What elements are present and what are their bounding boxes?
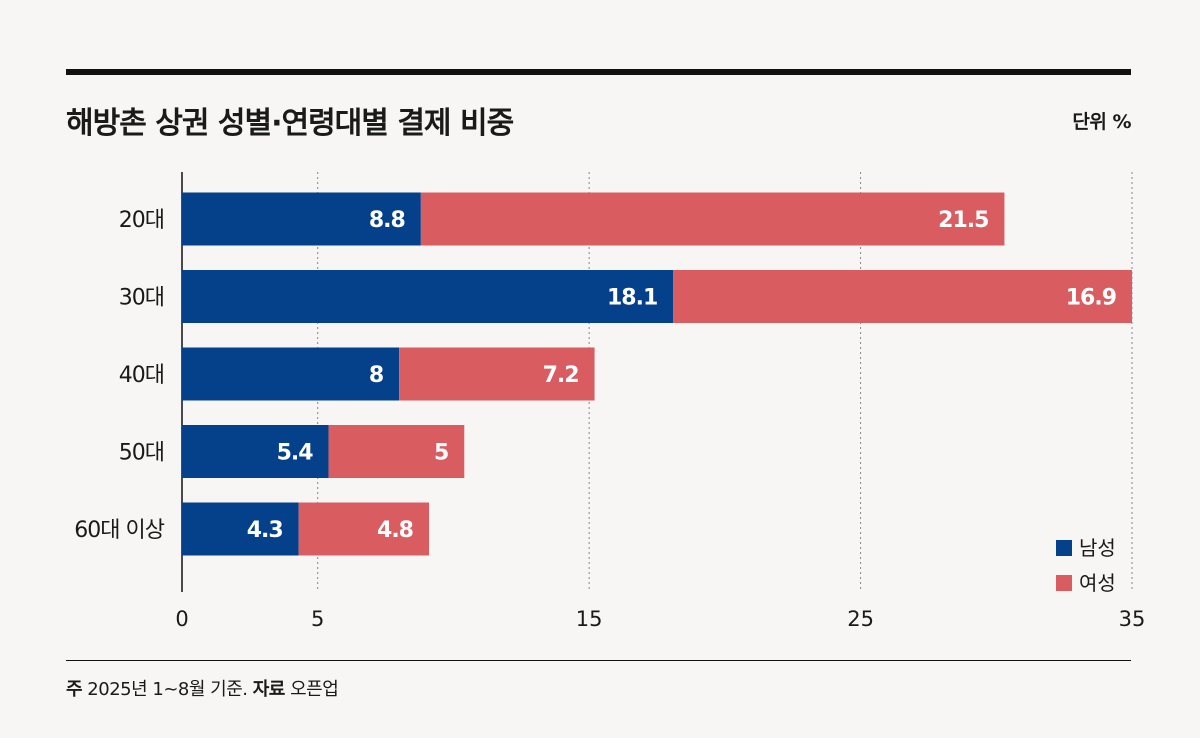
chart-title: 해방촌 상권 성별·연령대별 결제 비중 bbox=[66, 106, 514, 141]
bar-female bbox=[420, 192, 1005, 246]
bar-male bbox=[182, 347, 400, 401]
data-label-female: 16.9 bbox=[1066, 286, 1116, 311]
bar-male bbox=[182, 192, 421, 246]
data-label-female: 7.2 bbox=[543, 363, 579, 388]
top-rule bbox=[66, 69, 1131, 75]
bar-female bbox=[328, 425, 465, 478]
x-tick-label: 5 bbox=[311, 607, 324, 631]
bar-female bbox=[399, 347, 595, 401]
unit-label: 단위 % bbox=[1072, 111, 1131, 133]
x-tick-label: 25 bbox=[847, 607, 874, 631]
footnote-label: 주 bbox=[66, 679, 83, 700]
data-label-male: 5.4 bbox=[277, 441, 314, 466]
x-tick-label: 35 bbox=[1119, 607, 1146, 631]
bar-female bbox=[298, 502, 429, 556]
category-label: 30대 bbox=[119, 286, 164, 311]
data-label-female: 5 bbox=[434, 441, 448, 466]
legend-label-female: 여성 bbox=[1079, 571, 1116, 595]
legend-label-male: 남성 bbox=[1079, 536, 1116, 560]
bar-male bbox=[182, 502, 299, 556]
data-label-female: 4.8 bbox=[377, 518, 413, 543]
category-label: 60대 이상 bbox=[74, 518, 164, 543]
data-label-male: 8 bbox=[369, 363, 383, 388]
footnote-text: 2025년 1~8월 기준. bbox=[87, 679, 248, 700]
source-text: 오픈업 bbox=[290, 679, 339, 700]
footnote: 주 2025년 1~8월 기준. 자료 오픈업 bbox=[66, 675, 339, 701]
data-label-male: 18.1 bbox=[607, 286, 657, 311]
data-label-male: 4.3 bbox=[247, 518, 283, 543]
data-label-male: 8.8 bbox=[369, 208, 405, 233]
legend-swatch-female bbox=[1056, 575, 1072, 591]
category-label: 40대 bbox=[119, 363, 164, 388]
data-label-female: 21.5 bbox=[938, 208, 988, 233]
legend-swatch-male bbox=[1056, 540, 1072, 556]
bar-male bbox=[182, 425, 329, 478]
source-label: 자료 bbox=[252, 679, 286, 700]
bar-male bbox=[182, 270, 674, 323]
category-label: 50대 bbox=[119, 441, 164, 466]
x-tick-label: 15 bbox=[576, 607, 603, 631]
category-label: 20대 bbox=[119, 208, 164, 233]
bar-female bbox=[673, 270, 1132, 323]
bottom-rule bbox=[66, 660, 1131, 661]
x-tick-label: 0 bbox=[175, 607, 188, 631]
